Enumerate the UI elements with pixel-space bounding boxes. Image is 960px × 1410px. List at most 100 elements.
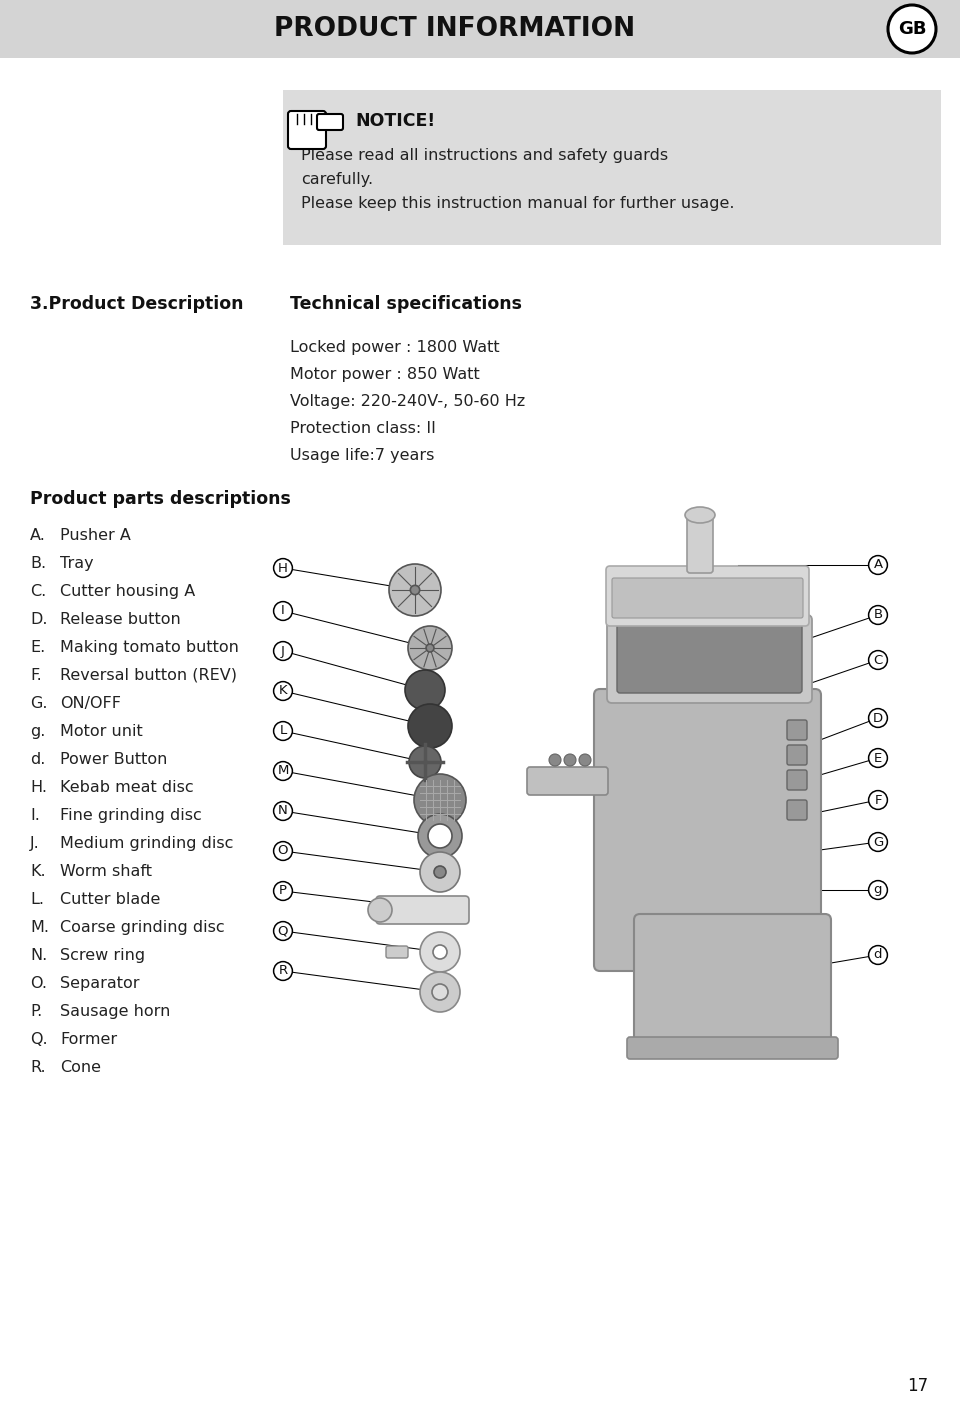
Text: d: d — [874, 949, 882, 962]
Text: Voltage: 220-240V-, 50-60 Hz: Voltage: 220-240V-, 50-60 Hz — [290, 393, 525, 409]
Text: G: G — [873, 836, 883, 849]
Text: d.: d. — [30, 752, 45, 767]
Text: g: g — [874, 884, 882, 897]
Circle shape — [579, 754, 591, 766]
Text: Medium grinding disc: Medium grinding disc — [60, 836, 233, 852]
Text: Former: Former — [60, 1032, 117, 1048]
Text: E: E — [874, 752, 882, 764]
FancyBboxPatch shape — [0, 0, 960, 58]
FancyBboxPatch shape — [787, 799, 807, 821]
FancyBboxPatch shape — [288, 111, 326, 149]
Circle shape — [418, 814, 462, 859]
Circle shape — [420, 932, 460, 971]
Text: Sausage horn: Sausage horn — [60, 1004, 170, 1019]
Text: E.: E. — [30, 640, 45, 656]
Circle shape — [420, 852, 460, 893]
Text: R.: R. — [30, 1060, 46, 1074]
Circle shape — [428, 823, 452, 847]
Circle shape — [409, 746, 441, 778]
Text: 17: 17 — [907, 1378, 928, 1394]
Text: K: K — [278, 684, 287, 698]
Circle shape — [408, 704, 452, 747]
Text: g.: g. — [30, 723, 45, 739]
Text: F: F — [875, 794, 881, 807]
Text: Cutter housing A: Cutter housing A — [60, 584, 195, 599]
Text: Product parts descriptions: Product parts descriptions — [30, 491, 291, 508]
FancyBboxPatch shape — [607, 615, 812, 704]
Text: I: I — [281, 605, 285, 618]
Circle shape — [414, 774, 466, 826]
Circle shape — [564, 754, 576, 766]
Circle shape — [549, 754, 561, 766]
Circle shape — [405, 670, 445, 711]
FancyBboxPatch shape — [687, 512, 713, 572]
Text: Separator: Separator — [60, 976, 139, 991]
Text: Worm shaft: Worm shaft — [60, 864, 152, 878]
Text: Kebab meat disc: Kebab meat disc — [60, 780, 194, 795]
FancyBboxPatch shape — [317, 114, 343, 130]
Text: ON/OFF: ON/OFF — [60, 697, 121, 711]
Text: Cone: Cone — [60, 1060, 101, 1074]
Text: D: D — [873, 712, 883, 725]
Text: F.: F. — [30, 668, 41, 682]
Circle shape — [368, 898, 392, 922]
Text: A: A — [874, 558, 882, 571]
Text: A.: A. — [30, 527, 46, 543]
Text: Reversal button (REV): Reversal button (REV) — [60, 668, 237, 682]
Text: M: M — [277, 764, 289, 777]
Text: Making tomato button: Making tomato button — [60, 640, 239, 656]
Text: O: O — [277, 845, 288, 857]
Text: O.: O. — [30, 976, 47, 991]
Text: Coarse grinding disc: Coarse grinding disc — [60, 919, 225, 935]
Text: Motor unit: Motor unit — [60, 723, 143, 739]
FancyBboxPatch shape — [386, 946, 408, 957]
Text: R: R — [278, 964, 288, 977]
Text: Please keep this instruction manual for further usage.: Please keep this instruction manual for … — [301, 196, 734, 211]
Circle shape — [410, 585, 420, 595]
Text: Protection class: II: Protection class: II — [290, 422, 436, 436]
Text: L.: L. — [30, 893, 44, 907]
Text: Screw ring: Screw ring — [60, 948, 145, 963]
Text: J.: J. — [30, 836, 39, 852]
Text: I.: I. — [30, 808, 40, 823]
FancyBboxPatch shape — [787, 770, 807, 790]
Text: Usage life:7 years: Usage life:7 years — [290, 448, 434, 462]
Text: Please read all instructions and safety guards: Please read all instructions and safety … — [301, 148, 668, 164]
Text: B.: B. — [30, 556, 46, 571]
FancyBboxPatch shape — [527, 767, 608, 795]
Text: G.: G. — [30, 697, 47, 711]
FancyBboxPatch shape — [376, 895, 469, 924]
Ellipse shape — [685, 508, 715, 523]
Text: D.: D. — [30, 612, 47, 627]
Text: C: C — [874, 653, 882, 667]
FancyBboxPatch shape — [612, 578, 803, 618]
Text: GB: GB — [898, 20, 926, 38]
Text: Q: Q — [277, 925, 288, 938]
Text: 3.Product Description: 3.Product Description — [30, 295, 244, 313]
Circle shape — [434, 866, 446, 878]
Circle shape — [389, 564, 441, 616]
Text: M.: M. — [30, 919, 49, 935]
Circle shape — [432, 984, 448, 1000]
Text: Q.: Q. — [30, 1032, 48, 1048]
Circle shape — [408, 626, 452, 670]
FancyBboxPatch shape — [634, 914, 831, 1046]
Text: Power Button: Power Button — [60, 752, 167, 767]
Text: P: P — [279, 884, 287, 898]
Text: K.: K. — [30, 864, 46, 878]
Text: Fine grinding disc: Fine grinding disc — [60, 808, 202, 823]
Text: Locked power : 1800 Watt: Locked power : 1800 Watt — [290, 340, 499, 355]
Text: NOTICE!: NOTICE! — [355, 111, 435, 130]
Circle shape — [426, 644, 434, 651]
FancyBboxPatch shape — [594, 689, 821, 971]
Text: J: J — [281, 644, 285, 657]
Text: N.: N. — [30, 948, 47, 963]
FancyBboxPatch shape — [787, 721, 807, 740]
FancyBboxPatch shape — [617, 623, 802, 692]
Text: P.: P. — [30, 1004, 42, 1019]
Text: Cutter blade: Cutter blade — [60, 893, 160, 907]
Text: Release button: Release button — [60, 612, 180, 627]
Text: PRODUCT INFORMATION: PRODUCT INFORMATION — [275, 16, 636, 42]
Text: C.: C. — [30, 584, 46, 599]
Circle shape — [420, 971, 460, 1012]
